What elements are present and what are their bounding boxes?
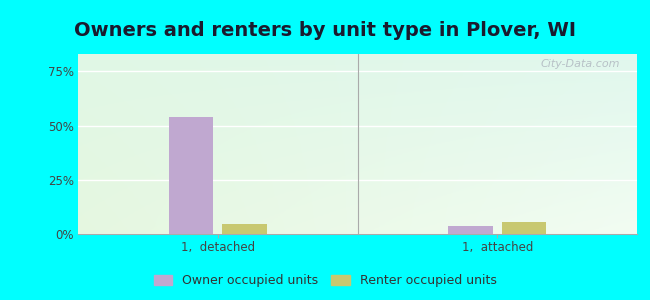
Text: City-Data.com: City-Data.com xyxy=(541,59,620,69)
Bar xyxy=(168,117,213,234)
Text: Owners and renters by unit type in Plover, WI: Owners and renters by unit type in Plove… xyxy=(74,21,576,40)
Bar xyxy=(502,222,547,234)
Bar xyxy=(448,226,493,234)
Legend: Owner occupied units, Renter occupied units: Owner occupied units, Renter occupied un… xyxy=(150,270,500,291)
Bar xyxy=(222,224,267,234)
